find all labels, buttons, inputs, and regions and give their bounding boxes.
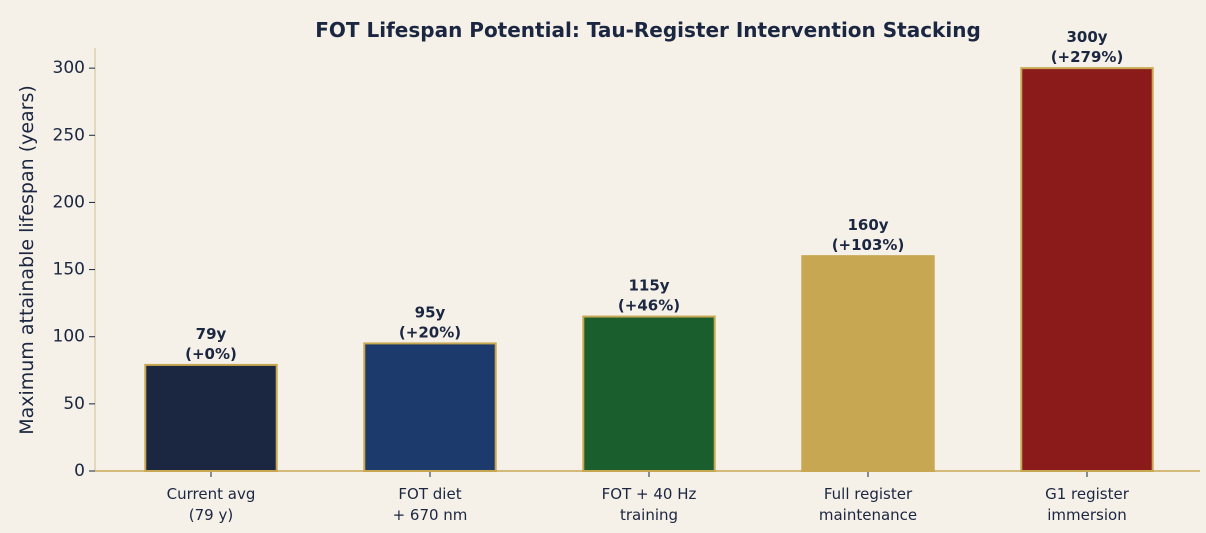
y-tick-label: 150 [53, 260, 85, 280]
y-tick-label: 200 [53, 192, 85, 212]
x-tick-label: Full register maintenance [819, 485, 917, 524]
x-tick-label: FOT + 40 Hz training [602, 485, 697, 524]
y-tick-label: 300 [53, 58, 85, 78]
x-tick-label: G1 register immersion [1045, 485, 1130, 524]
value-label: 79y (+0%) [185, 325, 237, 363]
x-tick-label: Current avg (79 y) [167, 485, 256, 524]
value-label: 160y (+103%) [832, 216, 905, 254]
bar [363, 342, 497, 472]
y-tick-label: 250 [53, 125, 85, 145]
x-tick-label: FOT diet + 670 nm [393, 485, 468, 524]
value-label: 95y (+20%) [399, 303, 461, 341]
chart-title: FOT Lifespan Potential: Tau-Register Int… [315, 18, 981, 42]
bar [801, 255, 935, 472]
value-label: 300y (+279%) [1051, 28, 1124, 66]
bar [144, 363, 278, 472]
y-axis-label: Maximum attainable lifespan (years) [16, 85, 38, 435]
bar [1020, 67, 1154, 473]
y-tick-label: 50 [63, 394, 85, 414]
y-tick-label: 0 [74, 461, 85, 481]
bar [582, 315, 716, 473]
y-tick-label: 100 [53, 327, 85, 347]
value-label: 115y (+46%) [618, 277, 680, 315]
